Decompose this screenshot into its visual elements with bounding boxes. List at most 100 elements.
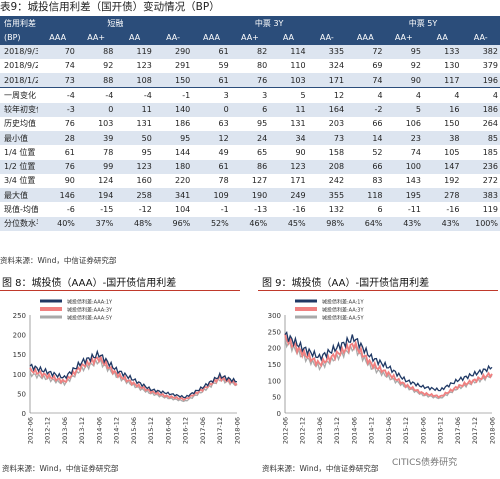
table-row: 2018/9/25749212329159801103246992130379 [0, 58, 500, 73]
header-cell: AAA [38, 30, 77, 45]
header-group: 中票 5Y [346, 16, 500, 31]
table-cell: 150 [422, 116, 462, 131]
table-cell: 85 [461, 131, 500, 146]
x-tick-label: 2017-12 [471, 417, 479, 444]
table-row: 分位数水平40%37%48%96%52%46%45%98%64%43%43%10… [0, 216, 500, 231]
table-cell: 192 [422, 173, 462, 188]
table-cell: 382 [461, 44, 500, 59]
table-cell: 3 [230, 87, 270, 103]
table-cell: 48% [115, 216, 154, 231]
header-cell: AAA [346, 30, 385, 45]
y-tick-label: 0 [22, 410, 26, 418]
table-cell: 96% [153, 216, 193, 231]
table-cell: 12 [192, 131, 231, 146]
figure9-source: 资料来源：Wind，中信证券研究部 [262, 464, 379, 473]
table-cell: 190 [230, 188, 270, 203]
table-cell: 278 [422, 188, 462, 203]
row-label: 1/2 位置 [0, 159, 39, 174]
table-cell: 49 [192, 145, 231, 160]
table-cell: 74 [38, 58, 77, 73]
table-cell: 123 [269, 159, 308, 174]
row-label: 历史均值 [0, 116, 39, 131]
table-cell: 11 [269, 102, 308, 117]
table-cell: 118 [346, 188, 385, 203]
table-cell: 34 [269, 131, 308, 146]
row-label: 一周变化 [0, 87, 39, 103]
table-cell: 88 [76, 44, 116, 59]
table-cell: 92 [76, 58, 116, 73]
table-row: 最小值 28 39 50 95 12 24 34 73 14 23 38 85 [0, 131, 500, 146]
table-row: 2018/9/30708811929061821143357295133382 [0, 44, 500, 59]
table-cell: 74 [346, 73, 385, 88]
table-cell: 6 [346, 202, 385, 217]
table-cell: -6 [38, 202, 77, 217]
y-tick-label: 200 [13, 332, 26, 340]
table-cell: 4 [384, 87, 423, 103]
series-line [29, 354, 238, 401]
table-cell: 86 [230, 159, 270, 174]
table-cell: 220 [153, 173, 193, 188]
header-group: 短融 [38, 16, 193, 31]
header-cell: AA- [307, 30, 347, 45]
figure8-source: 资料来源：Wind，中信证券研究部 [2, 464, 119, 473]
table-cell: 208 [307, 159, 347, 174]
table-cell: 335 [307, 44, 347, 59]
table-cell: 272 [461, 173, 500, 188]
table-cell: 23 [384, 131, 423, 146]
table-cell: 249 [269, 188, 308, 203]
table-cell: 171 [307, 73, 347, 88]
table-cell: 50 [115, 131, 154, 146]
table-cell: 72 [346, 44, 385, 59]
table-cell: 106 [384, 116, 423, 131]
x-tick-label: 2013-12 [333, 417, 341, 444]
table-cell: -16 [422, 202, 462, 217]
table-cell: 186 [153, 116, 193, 131]
table-cell: 203 [307, 116, 347, 131]
table-cell: 82 [230, 44, 270, 59]
table-cell: 83 [346, 173, 385, 188]
table-row: 现值-均值 -6 -15 -12 104 -1 -13 -16 132 6 -11 -16 119 [0, 202, 500, 217]
header-cell: AA+ [230, 30, 270, 45]
figure9-title: 图 9：城投债（AA）-国开债信用利差 [262, 278, 430, 289]
table-cell: 324 [307, 58, 347, 73]
header-group: 中票 3Y [192, 16, 347, 31]
table-cell: 4 [461, 87, 500, 103]
table-cell: -12 [115, 202, 154, 217]
table-cell: 196 [461, 73, 500, 88]
table-cell: 186 [461, 102, 500, 117]
table-cell: 73 [307, 131, 347, 146]
table-cell: 90 [269, 145, 308, 160]
table-cell: 103 [76, 116, 116, 131]
y-tick-label: 100 [268, 377, 281, 385]
table-cell: 92 [384, 58, 423, 73]
table-cell: 43% [422, 216, 462, 231]
table-cell: 39 [76, 131, 116, 146]
table-cell: 70 [38, 44, 77, 59]
legend-label: 城投债利差:AAA:3Y [67, 307, 113, 314]
table-cell: -11 [384, 202, 423, 217]
table-cell: 108 [115, 73, 154, 88]
x-tick-label: 2012-12 [299, 417, 307, 444]
table-cell: 164 [307, 102, 347, 117]
table-cell: 130 [422, 58, 462, 73]
y-tick-label: 0 [277, 410, 281, 418]
table-cell: 341 [153, 188, 193, 203]
table-cell: 74 [384, 145, 423, 160]
header-cell: (BP) [0, 30, 39, 45]
legend-label: 城投债利差:AAA:5Y [67, 315, 113, 322]
table-cell: -13 [230, 202, 270, 217]
table-cell: 78 [192, 173, 231, 188]
table-cell: 66 [346, 159, 385, 174]
table-cell: 379 [461, 58, 500, 73]
table-cell: 37% [76, 216, 116, 231]
table-cell: 4 [346, 87, 385, 103]
x-tick-label: 2017-06 [454, 417, 462, 444]
x-tick-label: 2016-06 [419, 417, 427, 444]
series-line [29, 349, 238, 399]
x-tick-label: 2014-06 [95, 417, 103, 444]
legend-label: 城投债利差:AA:5Y [322, 315, 364, 322]
table-cell: 131 [269, 116, 308, 131]
x-tick-label: 2017-06 [199, 417, 207, 444]
